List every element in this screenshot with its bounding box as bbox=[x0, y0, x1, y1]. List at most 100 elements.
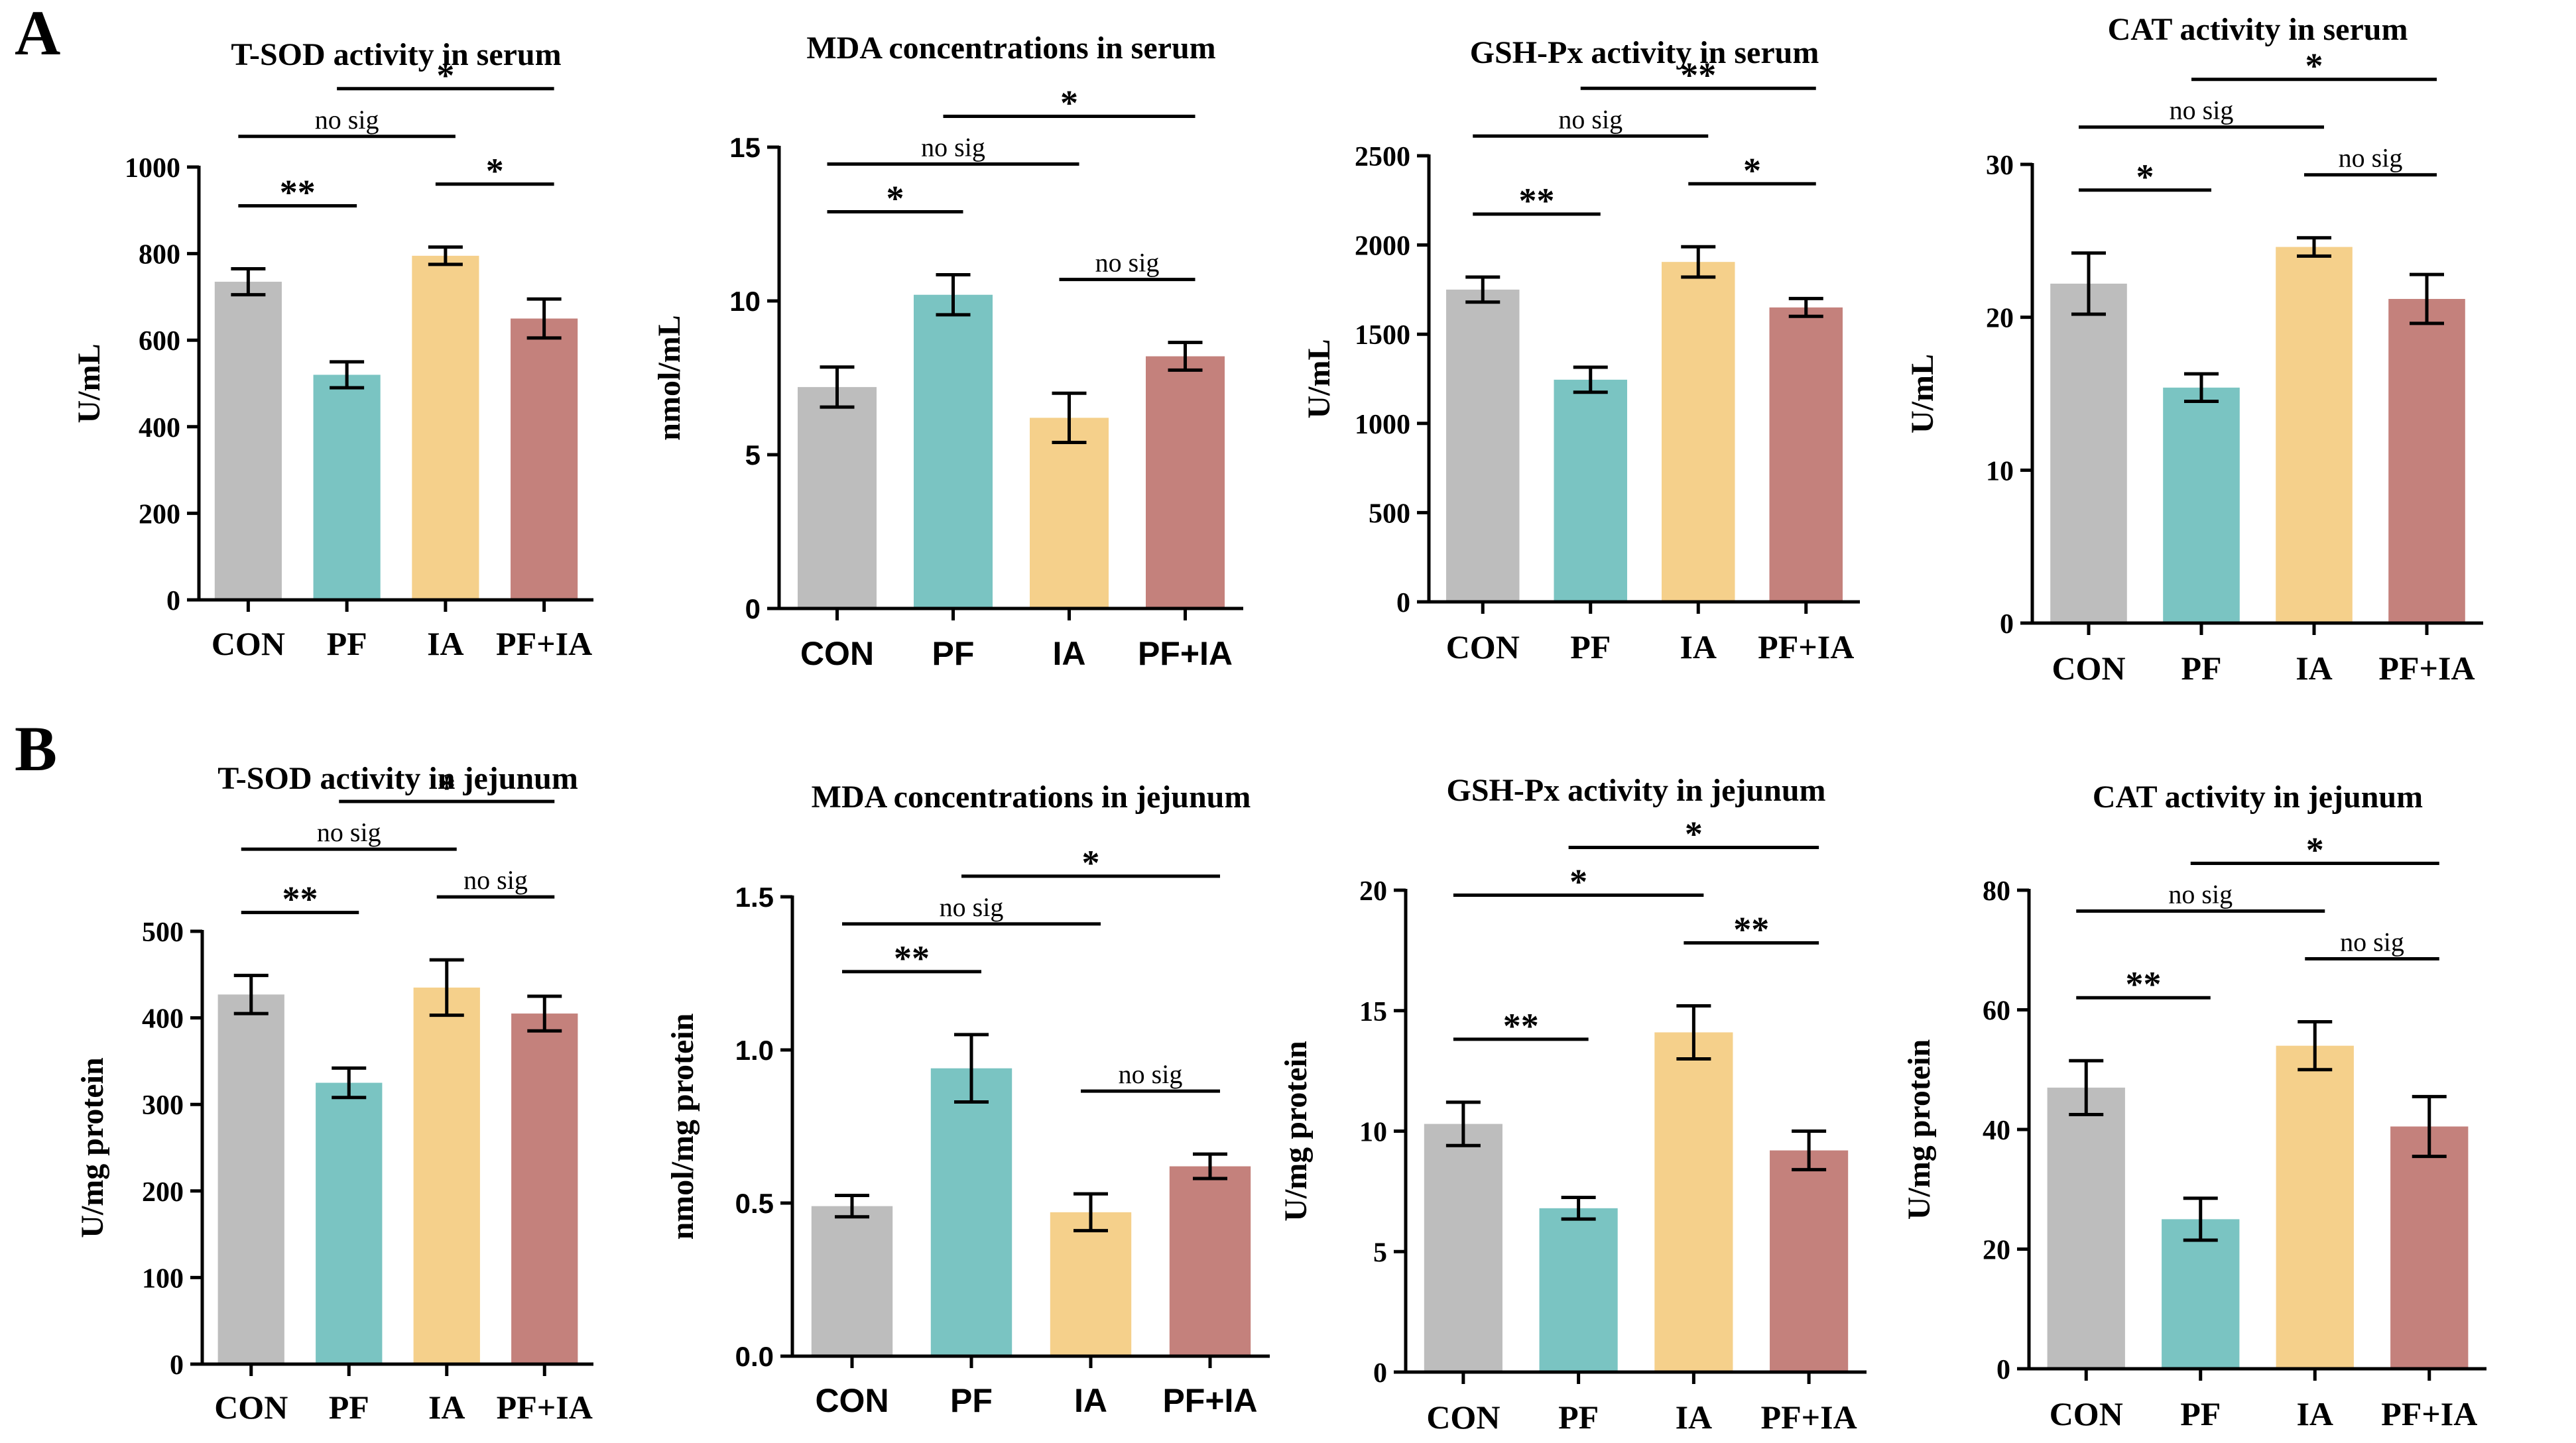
y-tick-label: 20 bbox=[1986, 304, 2014, 334]
significance-bracket: no sig bbox=[238, 105, 456, 139]
error-bar bbox=[428, 245, 463, 266]
x-tick-label: IA bbox=[1074, 1382, 1107, 1419]
error-bar bbox=[2183, 1196, 2218, 1242]
error-bar bbox=[1676, 1004, 1711, 1061]
bar-pf bbox=[316, 1082, 383, 1364]
y-tick-label: 0 bbox=[1996, 1355, 2010, 1385]
y-tick-label: 1.0 bbox=[735, 1035, 774, 1066]
chart-title: MDA concentrations in serum bbox=[806, 30, 1215, 66]
y-tick-label: 500 bbox=[142, 917, 184, 948]
significance-bracket: no sig bbox=[2079, 95, 2324, 129]
y-tick-label: 400 bbox=[139, 413, 180, 443]
panel-letter-b: B bbox=[15, 713, 57, 784]
y-tick-label: 20 bbox=[1359, 876, 1387, 907]
significance-label: * bbox=[2305, 46, 2323, 86]
error-bar bbox=[2298, 1020, 2333, 1072]
significance-bracket: ** bbox=[1684, 909, 1819, 949]
bar-ia bbox=[1654, 1032, 1733, 1372]
significance-bracket: ** bbox=[1580, 55, 1816, 95]
error-bar bbox=[1465, 275, 1501, 304]
panel-letter-a: A bbox=[15, 0, 60, 68]
x-tick-label: PF bbox=[1558, 1399, 1599, 1436]
significance-label: no sig bbox=[317, 817, 381, 847]
significance-bracket: no sig bbox=[1473, 104, 1709, 138]
significance-label: * bbox=[486, 151, 504, 191]
error-bar bbox=[2410, 272, 2444, 325]
y-tick-label: 500 bbox=[1369, 498, 1410, 529]
y-tick-label: 0.5 bbox=[735, 1188, 774, 1219]
chart-2: MDA concentrations in serum nmol/mL 0 5 10 15… bbox=[652, 30, 1243, 672]
y-tick-label: 10 bbox=[729, 286, 761, 317]
error-bar bbox=[1561, 1195, 1596, 1221]
significance-bracket: * bbox=[1453, 862, 1704, 901]
x-tick-label: PF+IA bbox=[1758, 628, 1854, 665]
significance-bracket: * bbox=[337, 56, 554, 95]
error-bar bbox=[2069, 1059, 2104, 1116]
chart-title: GSH-Px activity in jejunum bbox=[1447, 773, 1826, 808]
significance-label: no sig bbox=[1558, 104, 1623, 134]
x-tick-label: PF bbox=[2180, 1395, 2221, 1432]
error-bar bbox=[1681, 245, 1716, 279]
x-tick-label: PF bbox=[932, 635, 975, 672]
chart-6: MDA concentrations in jejunum nmol/mg pro… bbox=[665, 779, 1270, 1419]
error-bar bbox=[1073, 1192, 1108, 1233]
error-bar bbox=[820, 365, 855, 409]
x-tick-label: PF+IA bbox=[1162, 1382, 1257, 1419]
y-tick-label: 0 bbox=[2000, 609, 2014, 640]
significance-label: no sig bbox=[2170, 95, 2234, 125]
chart-8: CAT activity in jejunum U/mg protein 0 20 40… bbox=[1902, 779, 2486, 1432]
x-tick-label: CON bbox=[2050, 1395, 2123, 1432]
y-tick-label: 20 bbox=[1983, 1236, 2010, 1266]
x-tick-label: PF+IA bbox=[2378, 650, 2475, 687]
significance-label: * bbox=[1060, 84, 1078, 123]
bar-con bbox=[2050, 283, 2127, 623]
x-tick-label: PF+IA bbox=[496, 625, 592, 662]
error-bar bbox=[1445, 1100, 1481, 1147]
x-tick-label: IA bbox=[428, 1389, 465, 1426]
y-tick-label: 600 bbox=[139, 326, 180, 357]
significance-label: ** bbox=[1733, 909, 1769, 949]
y-axis-label: nmol/mL bbox=[652, 315, 687, 440]
error-bar bbox=[2071, 251, 2106, 316]
significance-bracket: ** bbox=[1453, 1006, 1589, 1046]
y-tick-label: 0 bbox=[745, 593, 761, 624]
bar-pf bbox=[930, 1068, 1012, 1356]
y-tick-label: 1000 bbox=[1355, 410, 1410, 440]
significance-label: ** bbox=[894, 939, 930, 978]
significance-label: no sig bbox=[1095, 248, 1160, 278]
x-tick-label: PF+IA bbox=[1138, 635, 1233, 672]
x-tick-label: CON bbox=[2052, 650, 2125, 687]
significance-label: ** bbox=[1503, 1006, 1539, 1046]
significance-label: no sig bbox=[2339, 143, 2403, 173]
significance-label: no sig bbox=[921, 133, 985, 162]
error-bar bbox=[330, 360, 365, 390]
significance-label: * bbox=[1743, 150, 1761, 190]
significance-bracket: * bbox=[2190, 831, 2439, 870]
bar-pf-ia bbox=[1770, 1150, 1849, 1372]
bar-con bbox=[798, 386, 877, 608]
y-tick-label: 200 bbox=[139, 499, 180, 530]
chart-title: MDA concentrations in jejunum bbox=[812, 779, 1251, 815]
significance-bracket: no sig bbox=[842, 892, 1101, 926]
x-tick-label: IA bbox=[427, 625, 464, 662]
bar-pf bbox=[2163, 387, 2240, 623]
error-bar bbox=[429, 958, 464, 1017]
significance-label: * bbox=[2136, 157, 2154, 197]
significance-label: * bbox=[438, 768, 456, 808]
y-tick-label: 10 bbox=[1359, 1118, 1387, 1148]
error-bar bbox=[1573, 365, 1608, 394]
chart-7: GSH-Px activity in jejunum U/mg protein 0 5… bbox=[1278, 773, 1867, 1436]
x-tick-label: PF+IA bbox=[497, 1389, 593, 1426]
x-tick-label: IA bbox=[1053, 635, 1086, 672]
bar-con bbox=[217, 994, 284, 1364]
chart-title: GSH-Px activity in serum bbox=[1470, 35, 1819, 70]
error-bar bbox=[526, 297, 562, 340]
bar-pf-ia bbox=[2388, 298, 2465, 623]
y-axis-label: U/mL bbox=[1302, 339, 1337, 419]
y-tick-label: 80 bbox=[1983, 876, 2010, 907]
error-bar bbox=[1168, 341, 1203, 372]
bar-pf-ia bbox=[511, 318, 578, 600]
significance-label: no sig bbox=[940, 892, 1004, 922]
x-tick-label: CON bbox=[1446, 628, 1520, 665]
significance-bracket: * bbox=[2079, 157, 2211, 197]
